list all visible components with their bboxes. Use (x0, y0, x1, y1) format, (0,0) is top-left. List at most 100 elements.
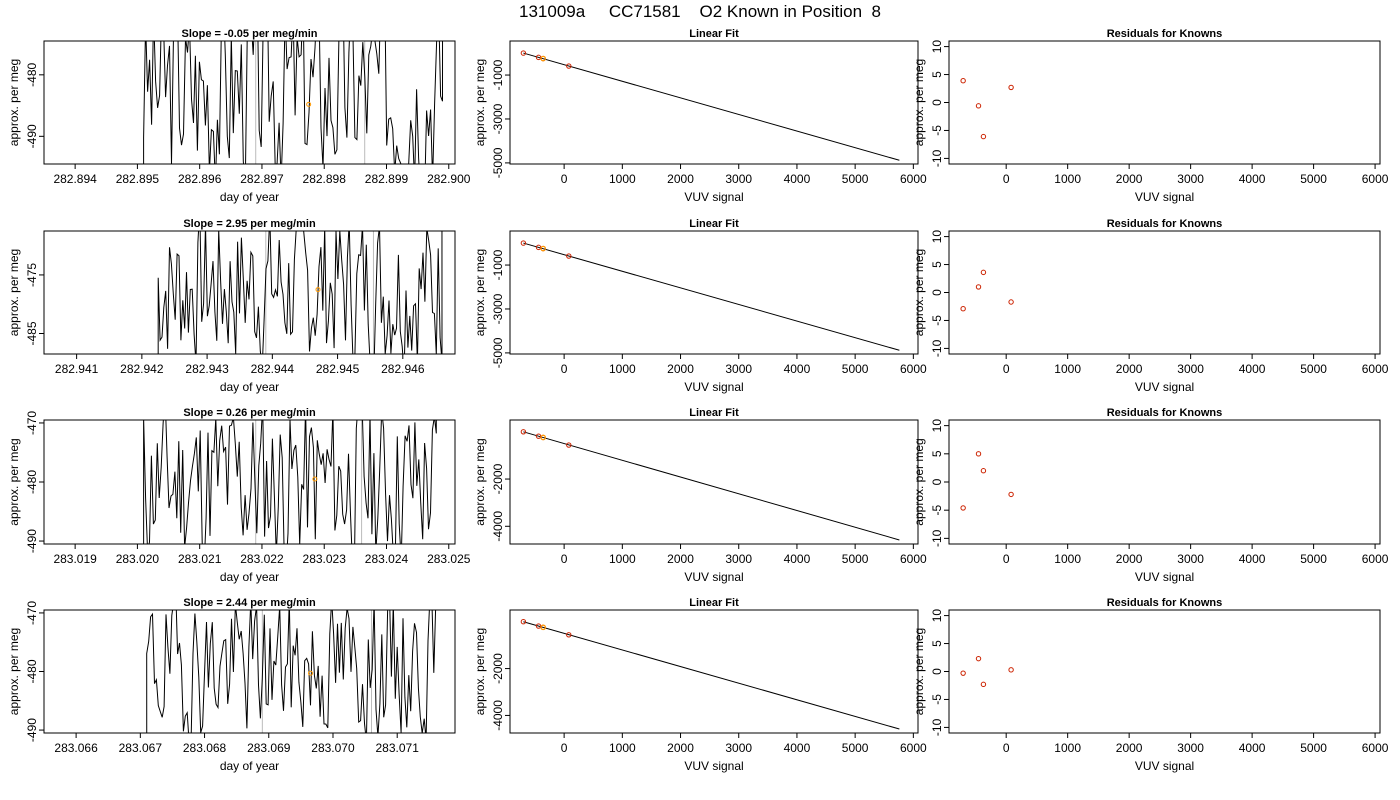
x-tick-label: 6000 (900, 741, 927, 755)
x-tick-label: 0 (1003, 552, 1010, 566)
y-tick-label: 0 (930, 289, 944, 296)
y-tick-label: -10 (930, 718, 944, 736)
plot-area (960, 655, 1014, 688)
x-axis-label: VUV signal (1135, 380, 1194, 394)
panel-title: Slope = -0.05 per meg/min (181, 28, 317, 40)
data-point (1008, 491, 1014, 498)
y-axis-label: approx. per meg (7, 249, 21, 336)
y-tick-label: -5 (930, 694, 944, 705)
y-axis-label: approx. per meg (912, 249, 926, 336)
x-tick-label: 1000 (1054, 741, 1081, 755)
y-tick-label: 5 (930, 450, 944, 457)
y-tick-label: -5 (930, 505, 944, 516)
x-tick-label: 5000 (1300, 362, 1327, 376)
x-tick-label: 283.070 (311, 741, 355, 755)
data-point (520, 429, 527, 435)
x-tick-label: 2000 (667, 741, 694, 755)
x-tick-label: 1000 (609, 741, 636, 755)
x-tick-label: 3000 (1177, 552, 1204, 566)
y-axis-label: approx. per meg (7, 59, 21, 146)
x-tick-label: 4000 (1239, 362, 1266, 376)
x-tick-label: 282.894 (53, 172, 97, 186)
x-tick-label: 2000 (1116, 741, 1143, 755)
plot-frame (509, 40, 919, 165)
y-tick-label: -10 (930, 339, 944, 357)
y-tick-label: -475 (25, 263, 39, 287)
x-tick-label: 6000 (900, 552, 927, 566)
data-point (566, 632, 572, 638)
x-tick-label: 1000 (1054, 362, 1081, 376)
panel-title: Linear Fit (689, 28, 739, 40)
panel-title: Linear Fit (689, 218, 739, 230)
x-tick-label: 6000 (1362, 552, 1389, 566)
y-tick-label: -480 (25, 659, 39, 683)
y-axis-label: approx. per meg (912, 628, 926, 715)
y-tick-label: -470 (25, 411, 39, 435)
y-tick-label: -3000 (491, 103, 505, 134)
plot-area (520, 240, 900, 351)
x-axis-label: day of year (220, 570, 279, 584)
fit-line (523, 242, 900, 351)
x-tick-label: 6000 (900, 172, 927, 186)
data-point (520, 50, 527, 56)
plot-area (520, 50, 900, 161)
y-tick-label: -490 (25, 529, 39, 553)
panel-ts4: 283.066 283.067 283.068 283.069 283.070 283.0… (7, 597, 456, 773)
y-tick-label: 0 (930, 668, 944, 675)
series-line (143, 420, 437, 544)
figure-title: 131009a CC71581 O2 Known in Position 8 (519, 2, 881, 21)
x-tick-label: 4000 (1239, 552, 1266, 566)
plot-area (143, 420, 437, 544)
x-tick-label: 4000 (784, 552, 811, 566)
y-axis-label: approx. per meg (7, 438, 21, 525)
x-tick-label: 3000 (725, 362, 752, 376)
x-axis-label: VUV signal (1135, 570, 1194, 584)
x-tick-label: 2000 (667, 362, 694, 376)
panel-res1: 0 1000 2000 3000 4000 5000 6000 -10 -5 0 5 10 Residu… (912, 28, 1389, 204)
y-tick-label: -490 (25, 124, 39, 148)
x-tick-label: 3000 (725, 172, 752, 186)
plot-area (520, 429, 900, 541)
data-point (960, 670, 966, 676)
x-tick-label: 4000 (784, 172, 811, 186)
x-tick-label: 5000 (842, 362, 869, 376)
x-tick-label: 0 (561, 172, 568, 186)
x-tick-label: 283.071 (376, 741, 420, 755)
x-tick-label: 282.899 (365, 172, 409, 186)
data-point (1008, 84, 1014, 91)
x-tick-label: 0 (1003, 741, 1010, 755)
y-tick-label: -10 (930, 529, 944, 547)
plot-area (520, 619, 900, 730)
fit-line (523, 52, 900, 161)
x-tick-label: 283.022 (240, 552, 284, 566)
x-tick-label: 0 (1003, 362, 1010, 376)
data-point (980, 133, 987, 140)
data-point-highlight (308, 670, 314, 676)
panel-title: Residuals for Knowns (1107, 28, 1223, 40)
plot-frame (43, 40, 456, 165)
x-tick-label: 5000 (842, 741, 869, 755)
y-axis-label: approx. per meg (473, 59, 487, 146)
x-tick-label: 282.895 (116, 172, 160, 186)
panel-title: Slope = 2.44 per meg/min (183, 597, 316, 609)
data-point (1008, 299, 1014, 305)
panel-title: Slope = 2.95 per meg/min (183, 218, 316, 230)
series-line (143, 41, 444, 164)
x-tick-label: 3000 (1177, 362, 1204, 376)
x-tick-label: 283.068 (183, 741, 227, 755)
panel-fit1: 0 1000 2000 3000 4000 5000 6000 -5000 -3000 -1000… (473, 28, 927, 204)
y-tick-label: -470 (25, 601, 39, 625)
x-tick-label: 6000 (1362, 172, 1389, 186)
data-point-highlight (306, 101, 312, 107)
plot-frame (43, 230, 456, 355)
x-axis-label: day of year (220, 759, 279, 773)
panel-title: Residuals for Knowns (1107, 218, 1223, 230)
x-tick-label: 282.943 (185, 362, 229, 376)
y-tick-label: -5 (930, 315, 944, 326)
y-tick-label: 0 (930, 99, 944, 106)
data-point (975, 655, 982, 662)
y-tick-label: -1000 (491, 249, 505, 280)
plot-area (157, 231, 443, 354)
plot-area (960, 77, 1014, 140)
x-tick-label: 3000 (725, 741, 752, 755)
